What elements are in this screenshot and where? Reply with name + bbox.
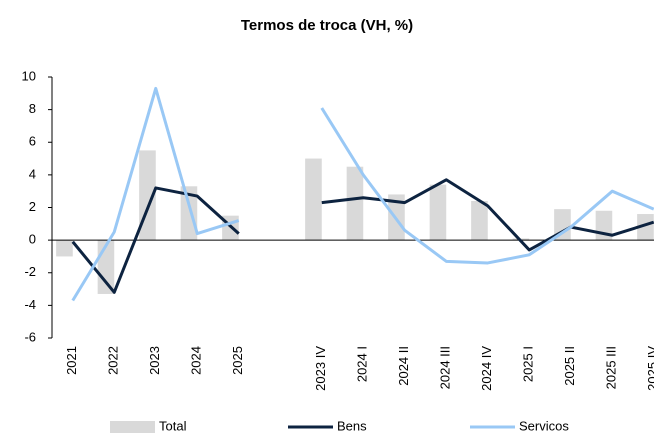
x-tick-label: 2024 II bbox=[396, 346, 411, 386]
y-tick-label: -4 bbox=[24, 297, 36, 312]
x-tick-label: 2022 bbox=[106, 346, 121, 375]
bar bbox=[429, 184, 447, 241]
x-tick-label: 2024 bbox=[189, 346, 204, 375]
bar bbox=[637, 214, 654, 241]
y-tick-label: 8 bbox=[29, 101, 36, 116]
legend-label: Total bbox=[159, 418, 187, 433]
bar bbox=[180, 186, 198, 241]
line bbox=[321, 178, 654, 252]
bar bbox=[305, 158, 322, 241]
bar bbox=[346, 166, 364, 241]
y-tick-label: 4 bbox=[29, 166, 36, 181]
bar bbox=[471, 200, 488, 241]
legend-swatch bbox=[110, 421, 155, 433]
x-tick-label: 2025 II bbox=[562, 346, 577, 386]
chart-title: Termos de troca (VH, %) bbox=[241, 17, 413, 34]
x-tick-label: 2021 bbox=[64, 346, 79, 375]
line bbox=[320, 107, 654, 265]
y-tick-label: 0 bbox=[29, 232, 36, 247]
y-tick-label: -2 bbox=[24, 264, 36, 279]
x-tick-label: 2024 IV bbox=[479, 346, 494, 391]
x-tick-label: 2025 III bbox=[604, 346, 619, 389]
bar bbox=[56, 240, 73, 257]
y-tick-label: 10 bbox=[22, 68, 36, 83]
y-tick-label: -6 bbox=[24, 329, 36, 344]
x-tick-label: 2025 I bbox=[521, 346, 536, 382]
x-tick-label: 2023 IV bbox=[313, 346, 328, 391]
y-tick-label: 6 bbox=[29, 134, 36, 149]
legend-label: Servicos bbox=[519, 418, 569, 433]
x-tick-label: 2023 bbox=[147, 346, 162, 375]
x-tick-label: 2024 I bbox=[355, 346, 370, 382]
x-tick-label: 2025 bbox=[230, 346, 245, 375]
x-tick-label: 2024 III bbox=[438, 346, 453, 389]
legend-label: Bens bbox=[337, 418, 367, 433]
line bbox=[71, 86, 240, 302]
y-tick-label: 2 bbox=[29, 199, 36, 214]
x-tick-label: 2025 IV bbox=[645, 346, 654, 391]
line bbox=[71, 186, 240, 294]
